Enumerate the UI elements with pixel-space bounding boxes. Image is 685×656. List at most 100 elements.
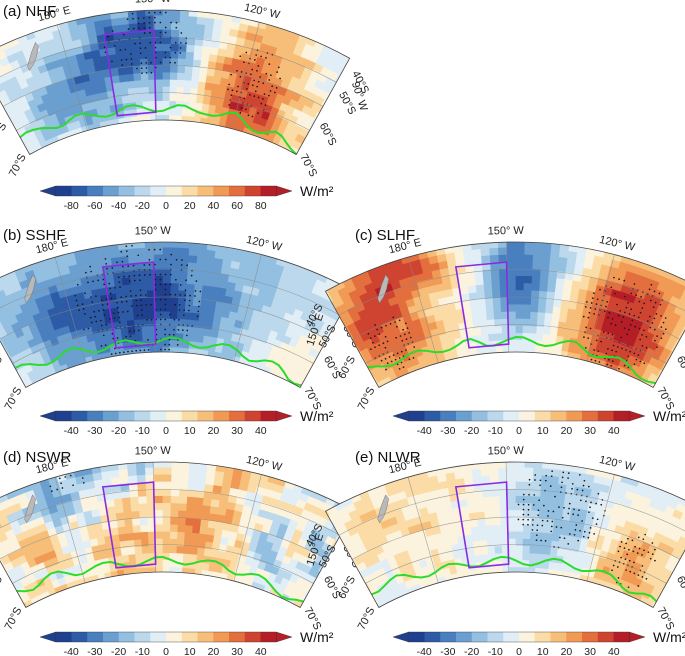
lat-label-left: 60°S: [0, 354, 5, 381]
colorbar-swatch: [244, 632, 261, 642]
colorbar-swatch: [150, 632, 167, 642]
colorbar-tick-label: 10: [537, 646, 549, 656]
colorbar-tick-label: 10: [537, 425, 549, 437]
colorbar-tick-label: 0: [163, 200, 169, 212]
colorbar-tick-label: -10: [135, 425, 150, 437]
colorbar-tick-label: -30: [87, 425, 102, 437]
lon-label: 150° W: [488, 445, 525, 458]
colorbar-tick-label: -40: [64, 425, 79, 437]
colorbar-tick-label: -20: [111, 425, 126, 437]
graticule-d: [0, 462, 341, 584]
colorbar-swatch: [566, 411, 583, 421]
colorbar-swatch: [103, 186, 120, 196]
colorbar-tick-label: 20: [208, 646, 220, 656]
colorbar-arrow-low: [392, 410, 409, 422]
colorbar-tick-label: 0: [163, 646, 169, 656]
lat-label-left: 60°S: [0, 574, 5, 601]
lat-label-right: 60°S: [674, 574, 685, 601]
study-region-box: [101, 261, 157, 349]
map-frame: [0, 9, 351, 156]
colorbar-swatch: [197, 411, 214, 421]
lat-label-left: 70°S: [356, 605, 378, 632]
colorbar-swatch: [213, 186, 230, 196]
colorbar-tick-label: 0: [163, 425, 169, 437]
colorbar-tick-label: 30: [231, 646, 243, 656]
colorbar-tick-label: -20: [111, 646, 126, 656]
colorbar-tick-label: -10: [488, 425, 503, 437]
colorbar-swatch: [118, 411, 135, 421]
colorbar-tick-label: -10: [135, 646, 150, 656]
map-frame: [324, 241, 685, 389]
colorbar-swatch: [471, 411, 488, 421]
colorbar-swatch: [134, 411, 151, 421]
lat-label-right: 60°S: [317, 121, 339, 148]
study-region-box: [454, 261, 510, 349]
colorbar-swatch: [550, 411, 567, 421]
colorbar-tick-label: 80: [255, 200, 267, 212]
colorbar-swatch: [103, 411, 120, 421]
field-d: [0, 461, 354, 608]
colorbar-swatch: [597, 632, 614, 642]
colorbar-d: -40 -30 -20 -10 0 10 20 30 40 W/m²: [39, 629, 334, 656]
ice-edge-line: [371, 555, 658, 603]
field-e: [325, 461, 685, 608]
colorbar-tick-label: 20: [184, 200, 196, 212]
colorbar-arrow-high: [276, 631, 293, 643]
colorbar-swatch: [181, 632, 198, 642]
colorbar-swatch: [134, 186, 151, 196]
study-region-box: [101, 481, 157, 569]
colorbar-tick-label: 20: [561, 425, 573, 437]
land-mass: [27, 41, 39, 71]
panel-title: (b) SSHF: [3, 227, 66, 244]
colorbar-tick-label: -30: [87, 646, 102, 656]
colorbar-tick-label: -60: [87, 200, 102, 212]
lon-label: 120° W: [598, 454, 637, 474]
colorbar-arrow-low: [392, 631, 409, 643]
lon-label: 150° W: [135, 0, 172, 6]
colorbar-swatch: [150, 411, 167, 421]
land-mass: [377, 494, 389, 524]
colorbar-tick-label: -10: [488, 646, 503, 656]
lon-label: 120° W: [245, 454, 284, 474]
panel-title: (d) NSWR: [3, 449, 71, 466]
lat-label-left: 70°S: [7, 152, 29, 179]
colorbar-tick-label: 30: [584, 646, 596, 656]
lat-label-left: 60°S: [336, 574, 358, 601]
colorbar-swatch: [613, 411, 630, 421]
lon-label: 150° W: [488, 225, 525, 238]
colorbar-swatch: [118, 632, 135, 642]
colorbar-swatch: [87, 632, 104, 642]
stippling-d: [49, 474, 85, 492]
land-mass: [24, 274, 36, 304]
colorbar-swatch: [55, 186, 72, 196]
lat-label-left: 60°S: [0, 121, 9, 148]
study-region-box: [454, 481, 510, 569]
colorbar-swatch: [181, 411, 198, 421]
lon-label: 120° W: [598, 234, 637, 254]
colorbar-swatch: [244, 411, 261, 421]
colorbar-unit: W/m²: [300, 629, 334, 645]
study-region-box: [103, 29, 157, 117]
colorbar-tick-label: 0: [516, 425, 522, 437]
colorbar-swatch: [260, 411, 277, 421]
colorbar-arrow-low: [39, 185, 56, 197]
colorbar-tick-label: 10: [184, 646, 196, 656]
lat-label-left: 70°S: [3, 605, 25, 632]
colorbar-swatch: [519, 411, 536, 421]
colorbar-tick-label: 40: [208, 200, 220, 212]
lat-label-right: 70°S: [297, 152, 319, 179]
colorbar-arrow-low: [39, 631, 56, 643]
colorbar-tick-label: 40: [608, 425, 620, 437]
panel-title: (a) NHF: [3, 3, 56, 20]
colorbar-swatch: [166, 411, 183, 421]
lon-label: 120° W: [245, 234, 284, 254]
colorbar-swatch: [150, 186, 167, 196]
colorbar-swatch: [519, 632, 536, 642]
colorbar-arrow-low: [39, 410, 56, 422]
colorbar-swatch: [166, 186, 183, 196]
colorbar-swatch: [103, 632, 120, 642]
ice-edge-line: [14, 336, 302, 387]
